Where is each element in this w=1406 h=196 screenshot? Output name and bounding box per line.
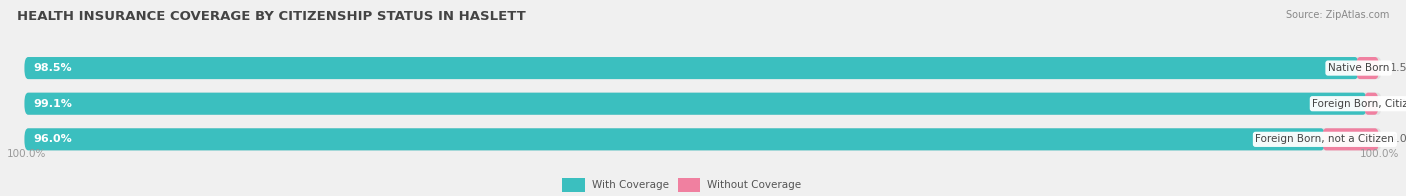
FancyBboxPatch shape [1364, 93, 1378, 115]
Text: 100.0%: 100.0% [1360, 149, 1399, 159]
FancyBboxPatch shape [24, 57, 1358, 79]
FancyBboxPatch shape [24, 128, 1324, 150]
Text: Without Coverage: Without Coverage [707, 180, 801, 190]
Text: 99.1%: 99.1% [34, 99, 73, 109]
Text: 96.0%: 96.0% [34, 134, 73, 144]
Text: Foreign Born, not a Citizen: Foreign Born, not a Citizen [1256, 134, 1395, 144]
FancyBboxPatch shape [24, 93, 1367, 115]
FancyBboxPatch shape [1357, 57, 1379, 79]
Text: 4.0%: 4.0% [1389, 134, 1406, 144]
Text: Native Born: Native Born [1329, 63, 1389, 73]
FancyBboxPatch shape [24, 93, 1382, 115]
Text: With Coverage: With Coverage [592, 180, 669, 190]
Text: 98.5%: 98.5% [34, 63, 73, 73]
FancyBboxPatch shape [1322, 128, 1379, 150]
FancyBboxPatch shape [24, 57, 1382, 79]
Text: Foreign Born, Citizen: Foreign Born, Citizen [1312, 99, 1406, 109]
Text: 100.0%: 100.0% [7, 149, 46, 159]
Text: HEALTH INSURANCE COVERAGE BY CITIZENSHIP STATUS IN HASLETT: HEALTH INSURANCE COVERAGE BY CITIZENSHIP… [17, 10, 526, 23]
Text: 0.86%: 0.86% [1389, 99, 1406, 109]
FancyBboxPatch shape [24, 128, 1382, 150]
Text: 1.5%: 1.5% [1389, 63, 1406, 73]
Text: Source: ZipAtlas.com: Source: ZipAtlas.com [1285, 10, 1389, 20]
